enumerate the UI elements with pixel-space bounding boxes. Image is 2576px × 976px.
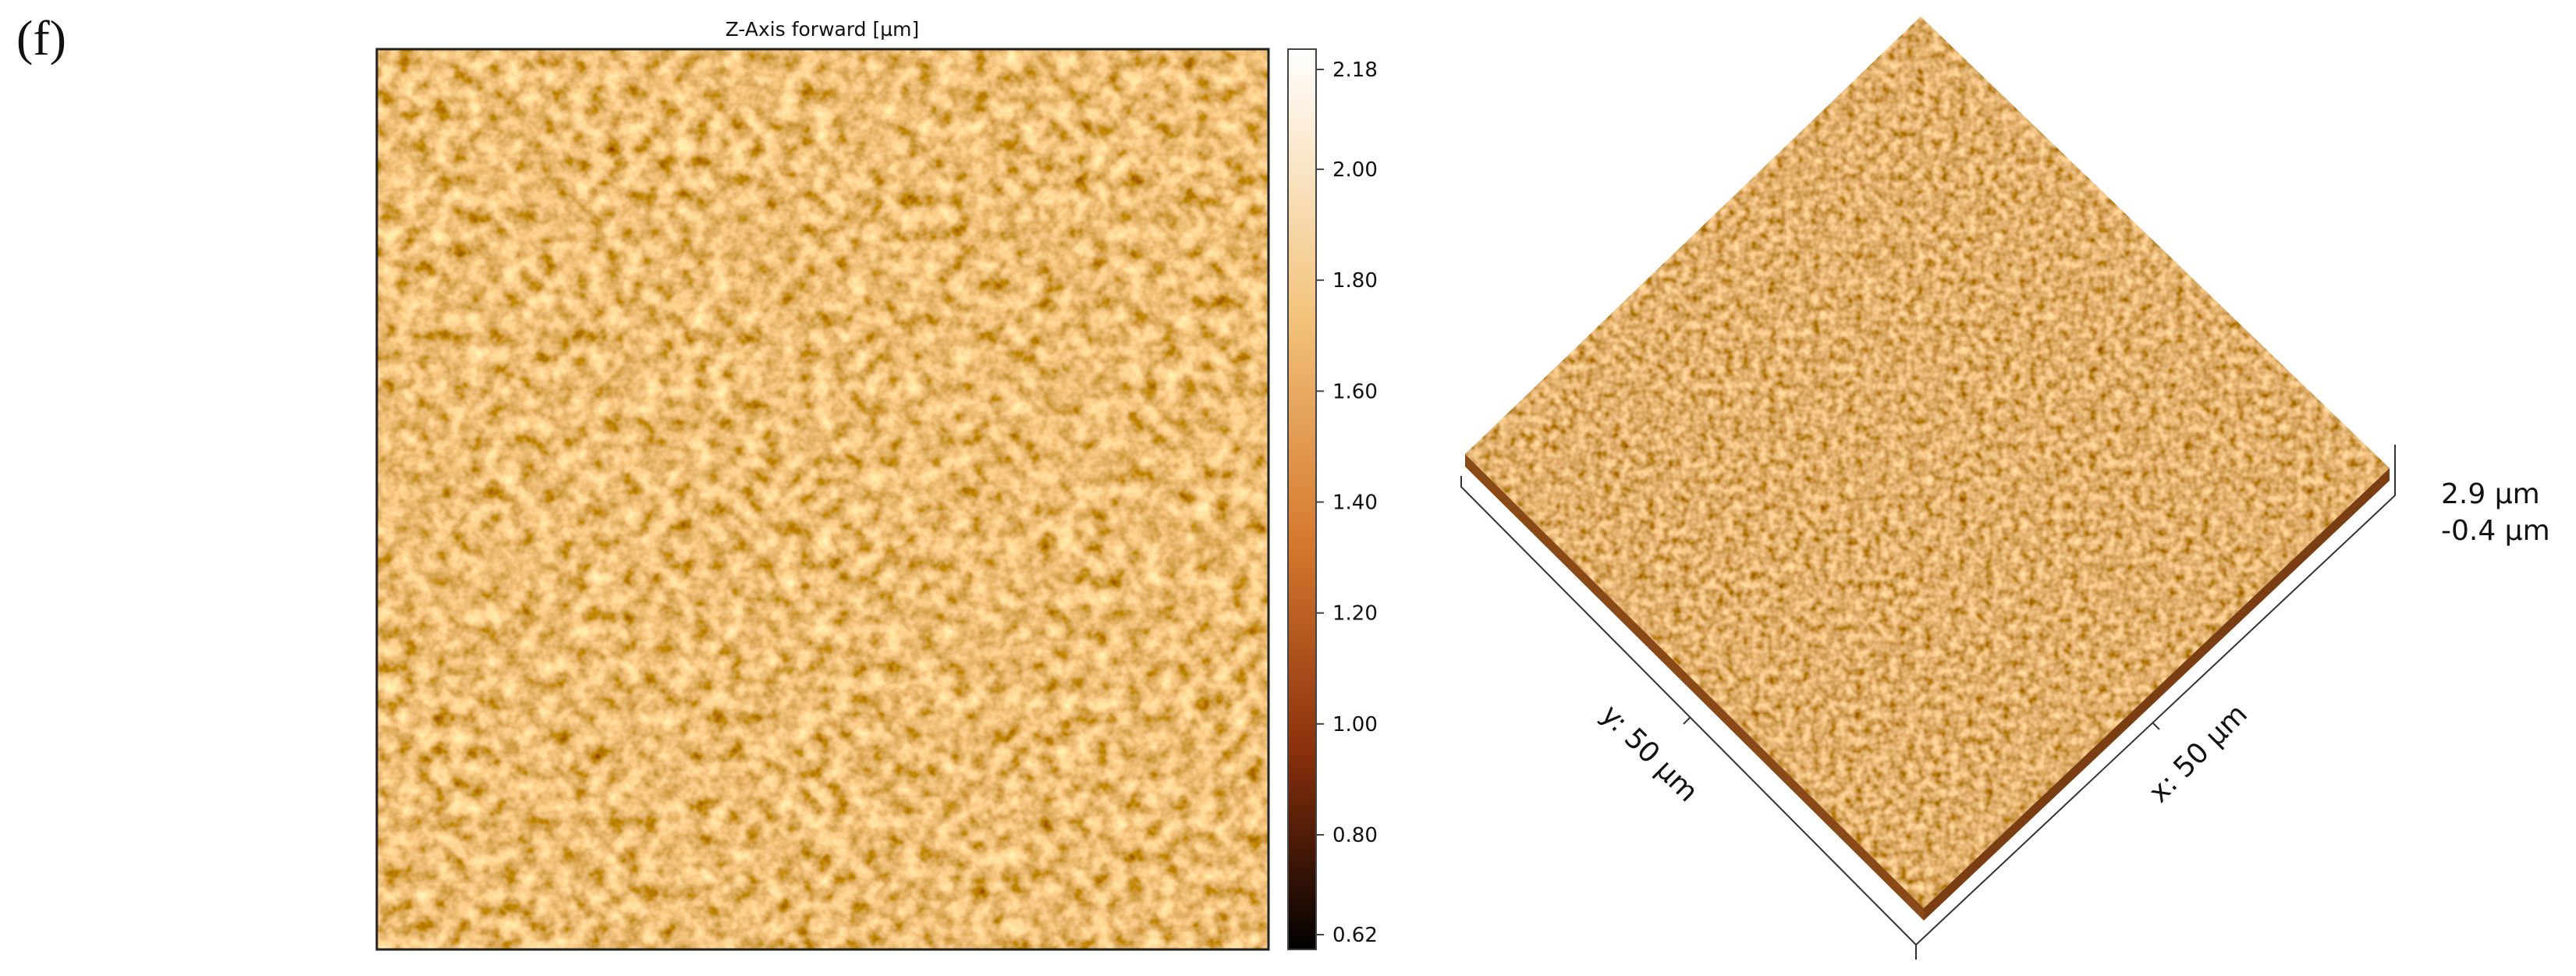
x-axis-label: x: 50 µm bbox=[2143, 698, 2254, 809]
colorbar-tick-label: 2.00 bbox=[1332, 158, 1378, 182]
surface-3d bbox=[1460, 16, 2396, 960]
surface-top bbox=[1465, 16, 2390, 908]
colorbar-tick-label: 2.18 bbox=[1332, 59, 1378, 82]
map-title: Z-Axis forward [µm] bbox=[726, 18, 920, 41]
z-max-label: 2.9 µm bbox=[2441, 478, 2540, 510]
colorbar-tick-label: 0.62 bbox=[1332, 924, 1378, 947]
colorbar-tick-label: 1.40 bbox=[1332, 492, 1378, 515]
panel-label: (f) bbox=[16, 10, 66, 66]
colorbar-tick-label: 1.20 bbox=[1332, 602, 1378, 626]
surface-side bbox=[1465, 454, 1924, 921]
z-min-label: -0.4 µm bbox=[2441, 515, 2550, 547]
axis-tick bbox=[1683, 717, 1691, 725]
colorbar-tick-label: 0.80 bbox=[1332, 824, 1378, 847]
colorbar-tick-label: 1.60 bbox=[1332, 380, 1378, 403]
colorbar-tick-label: 1.00 bbox=[1332, 713, 1378, 736]
surface-side bbox=[1924, 468, 2390, 921]
axis-tick bbox=[2152, 722, 2160, 730]
colorbar bbox=[1287, 48, 1317, 950]
map-frame bbox=[375, 48, 1270, 951]
afm-map bbox=[377, 49, 1268, 949]
colorbar-tick-label: 1.80 bbox=[1332, 269, 1378, 293]
